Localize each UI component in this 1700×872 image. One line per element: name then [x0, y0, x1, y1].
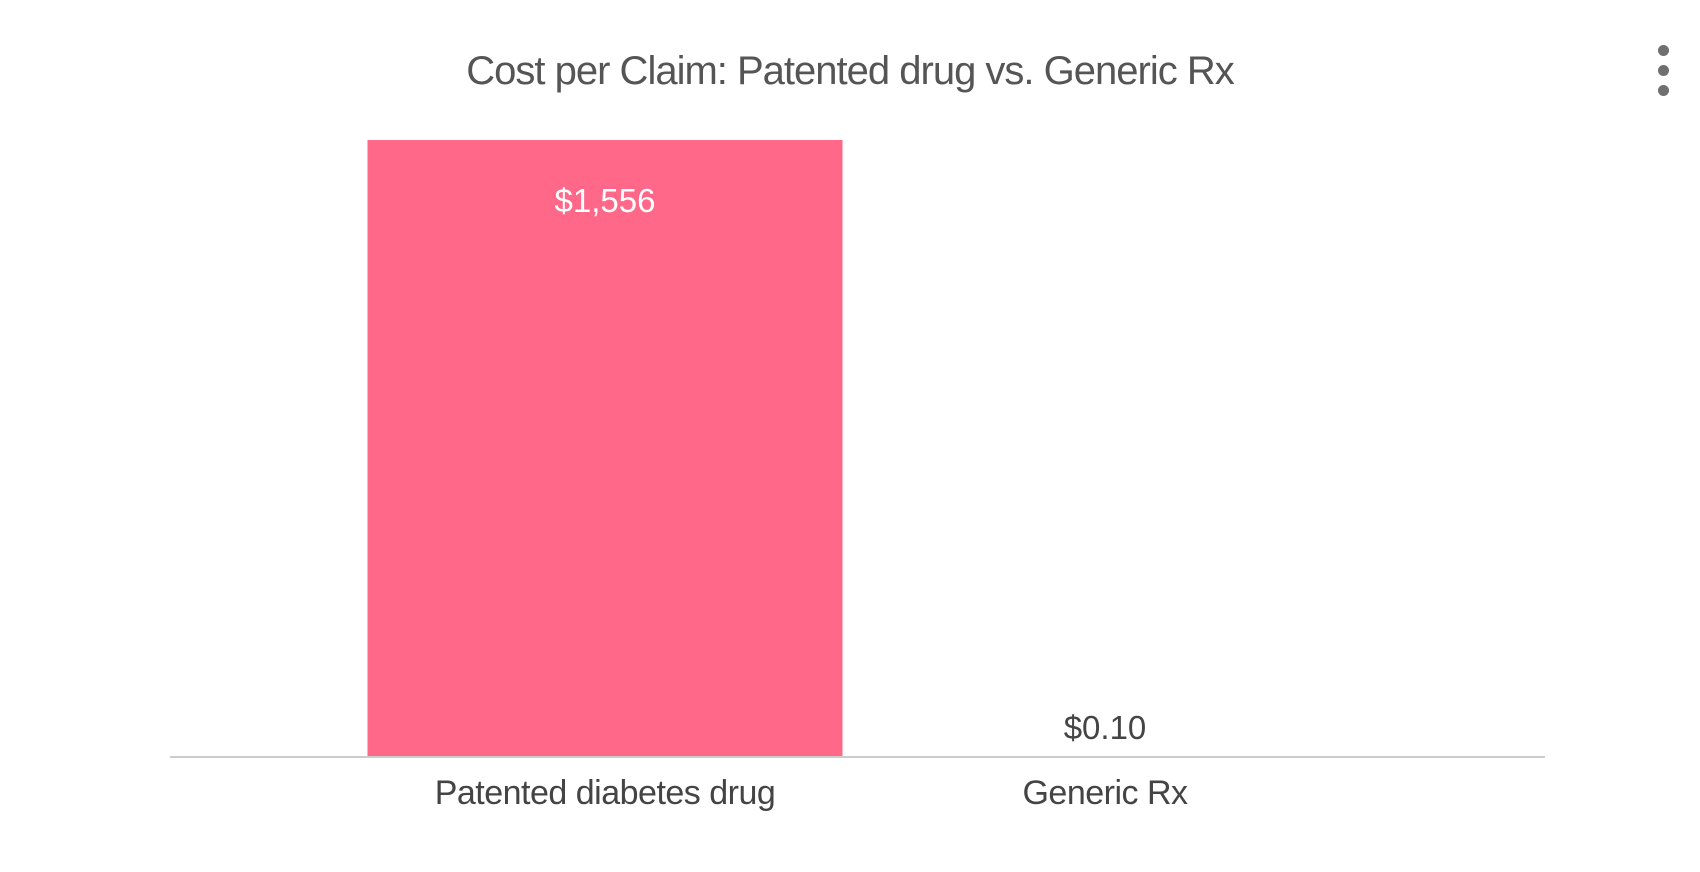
- menu-dot: [1658, 65, 1669, 76]
- chart-title: Cost per Claim: Patented drug vs. Generi…: [466, 49, 1234, 93]
- x-tick-label-0: Patented diabetes drug: [435, 774, 776, 812]
- data-label-0: $1,556: [555, 182, 656, 219]
- bar-0: [367, 140, 843, 757]
- chart-menu-button[interactable]: [1640, 38, 1686, 102]
- menu-dot: [1658, 85, 1669, 96]
- more-vertical-icon: [1658, 45, 1669, 56]
- plot-area: $1,556 Patented diabetes drug $0.10 Generic…: [367, 140, 1343, 812]
- x-tick-label-1: Generic Rx: [1022, 774, 1188, 812]
- data-label-1: $0.10: [1064, 709, 1147, 746]
